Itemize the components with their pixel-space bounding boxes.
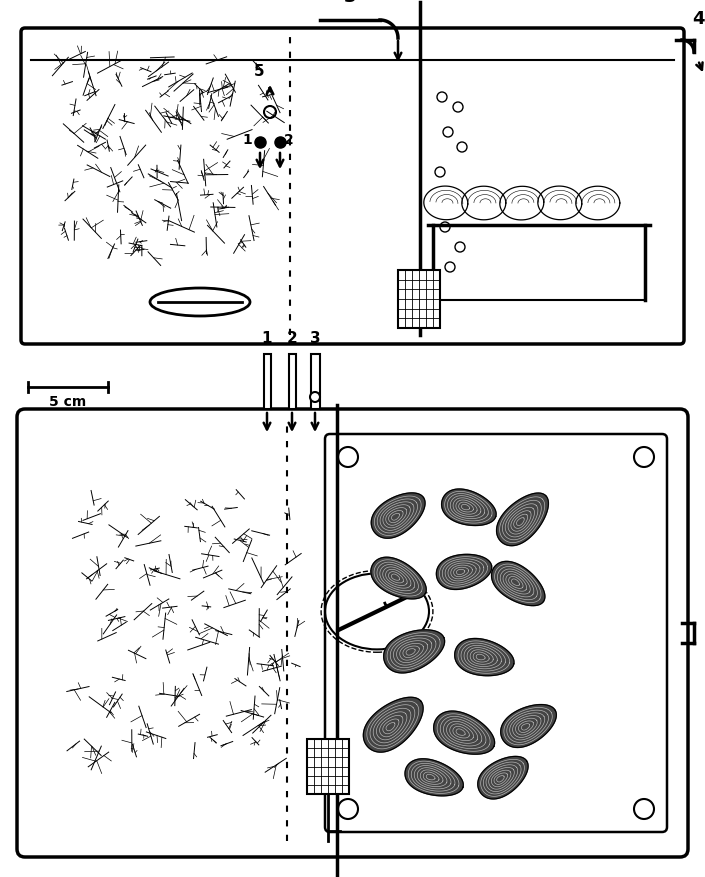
Text: 1: 1 — [243, 133, 252, 147]
FancyBboxPatch shape — [325, 434, 667, 832]
Polygon shape — [441, 489, 496, 525]
Text: 1: 1 — [262, 331, 272, 346]
Polygon shape — [462, 186, 505, 220]
Bar — [307, 739, 349, 794]
Polygon shape — [384, 630, 445, 673]
Polygon shape — [500, 186, 544, 220]
FancyBboxPatch shape — [17, 409, 688, 857]
Bar — [398, 270, 440, 328]
Polygon shape — [491, 561, 545, 606]
Text: 2: 2 — [287, 331, 298, 346]
Text: 5: 5 — [253, 64, 264, 79]
Polygon shape — [455, 638, 514, 675]
Text: 2: 2 — [284, 133, 294, 147]
Text: 5 cm: 5 cm — [49, 395, 87, 409]
Bar — [264, 354, 271, 409]
Polygon shape — [434, 711, 495, 754]
Polygon shape — [478, 757, 528, 799]
Polygon shape — [424, 186, 468, 220]
Polygon shape — [501, 704, 556, 747]
Bar — [311, 354, 320, 409]
Circle shape — [310, 392, 320, 402]
Text: 4: 4 — [692, 10, 704, 28]
Polygon shape — [405, 759, 463, 795]
Polygon shape — [436, 554, 491, 589]
Polygon shape — [372, 493, 425, 538]
Bar — [289, 354, 296, 409]
Polygon shape — [496, 493, 548, 545]
Text: 3: 3 — [309, 331, 320, 346]
Text: 3: 3 — [344, 0, 356, 6]
Polygon shape — [576, 186, 620, 220]
Polygon shape — [538, 186, 582, 220]
Polygon shape — [371, 557, 427, 599]
FancyBboxPatch shape — [21, 28, 684, 344]
Polygon shape — [363, 697, 423, 752]
